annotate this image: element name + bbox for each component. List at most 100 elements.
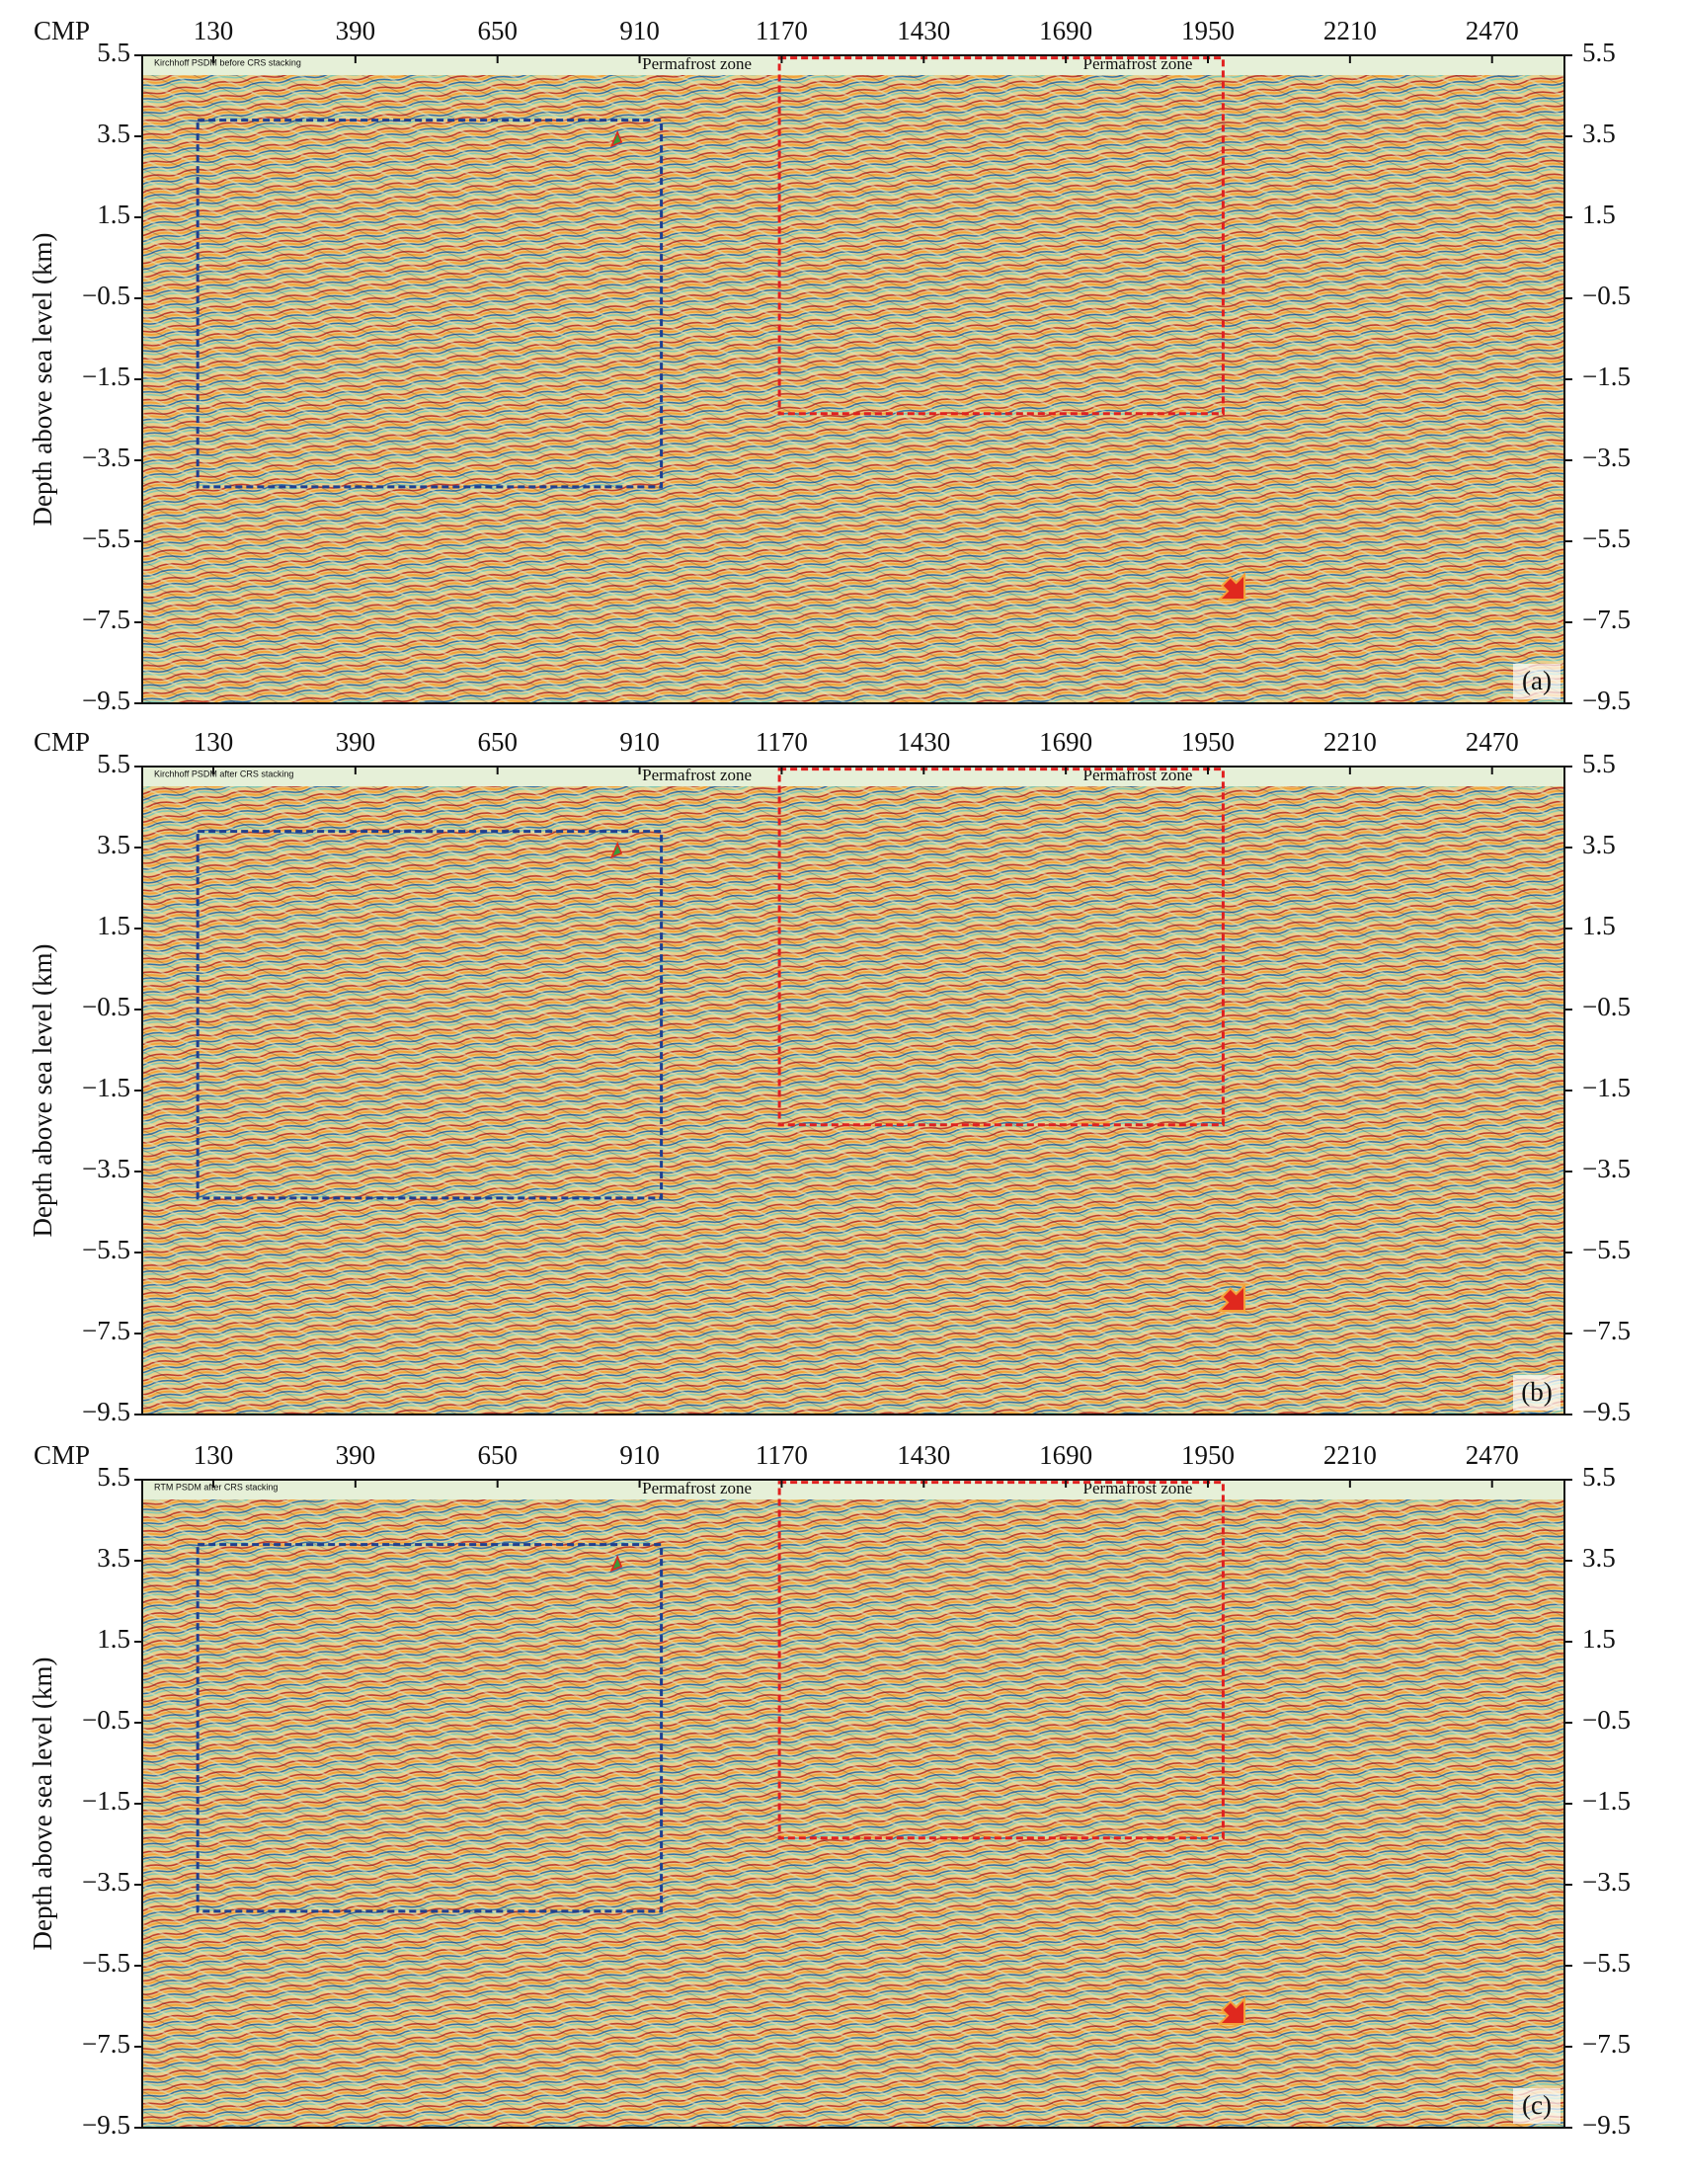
x-tick-label: 2470 xyxy=(1466,727,1519,757)
x-tick-label: 390 xyxy=(336,1440,376,1470)
x-tick-label: 650 xyxy=(477,727,518,757)
x-tick-label: 1690 xyxy=(1039,1440,1092,1470)
y-tick-label: −1.5 xyxy=(82,362,130,391)
zone-label: Permafrost zone xyxy=(642,54,752,73)
y-tick-label: −0.5 xyxy=(82,1705,130,1735)
y-tick-label: −9.5 xyxy=(82,2110,130,2140)
red-box xyxy=(777,56,1225,416)
x-tick-label: 130 xyxy=(194,1440,234,1470)
panel: RTM PSDM after CRS stacking Permafrost zo… xyxy=(28,1440,1631,2140)
panel-label: (a) xyxy=(1522,666,1552,695)
y-axis-label: Depth above sea level (km) xyxy=(28,1658,57,1951)
y-tick-label-right: −5.5 xyxy=(1582,1235,1631,1264)
y-tick-label: 5.5 xyxy=(97,1462,130,1492)
panel-title: Kirchhoff PSDM after CRS stacking xyxy=(154,768,293,778)
y-tick-label: 3.5 xyxy=(97,1543,130,1573)
y-tick-label-right: −9.5 xyxy=(1582,2110,1631,2140)
y-tick-label: −1.5 xyxy=(82,1786,130,1816)
y-tick-label-right: −9.5 xyxy=(1582,1397,1631,1426)
y-tick-label-right: 3.5 xyxy=(1582,1543,1616,1573)
red-arrow xyxy=(1217,572,1245,602)
y-tick-label: −3.5 xyxy=(82,443,130,472)
y-tick-label-right: 3.5 xyxy=(1582,830,1616,859)
y-tick-label-right: −9.5 xyxy=(1582,686,1631,715)
x-axis-label: CMP xyxy=(34,16,90,45)
x-tick-label: 1950 xyxy=(1181,1440,1235,1470)
x-tick-label: 650 xyxy=(477,16,518,45)
y-tick-label-right: 5.5 xyxy=(1582,749,1616,778)
x-tick-label: 1950 xyxy=(1181,727,1235,757)
y-tick-label: −5.5 xyxy=(82,524,130,553)
y-tick-label: 1.5 xyxy=(97,200,130,229)
y-axis-label: Depth above sea level (km) xyxy=(28,233,57,526)
panel-label-bg xyxy=(1513,2088,1561,2124)
y-tick-label-right: 1.5 xyxy=(1582,1624,1616,1654)
y-tick-label: 3.5 xyxy=(97,119,130,148)
seismic-texture xyxy=(142,55,1564,703)
y-tick-label: −3.5 xyxy=(82,1867,130,1897)
y-tick-label-right: 3.5 xyxy=(1582,119,1616,148)
blue-box xyxy=(196,119,664,489)
y-tick-label-right: −1.5 xyxy=(1582,1073,1631,1102)
y-tick-label: −3.5 xyxy=(82,1154,130,1183)
y-tick-label-right: −7.5 xyxy=(1582,2029,1631,2059)
x-tick-label: 1170 xyxy=(756,727,808,757)
y-tick-label-right: −3.5 xyxy=(1582,1154,1631,1183)
panel-label-bg xyxy=(1513,664,1561,699)
y-tick-label: −5.5 xyxy=(82,1235,130,1264)
panel-title: Kirchhoff PSDM before CRS stacking xyxy=(154,57,301,67)
red-box xyxy=(777,1481,1225,1840)
y-tick-label: −1.5 xyxy=(82,1073,130,1102)
y-tick-label: 5.5 xyxy=(97,38,130,67)
y-tick-label: −0.5 xyxy=(82,281,130,310)
y-tick-label-right: 5.5 xyxy=(1582,1462,1616,1492)
y-tick-label-right: 1.5 xyxy=(1582,911,1616,940)
x-tick-label: 1690 xyxy=(1039,16,1092,45)
blue-box xyxy=(196,830,664,1200)
x-tick-label: 910 xyxy=(619,727,660,757)
x-tick-label: 2470 xyxy=(1466,16,1519,45)
x-tick-label: 1170 xyxy=(756,1440,808,1470)
x-axis-label: CMP xyxy=(34,1440,90,1470)
panel: Kirchhoff PSDM after CRS stacking Permafr… xyxy=(28,727,1631,1426)
x-axis-label: CMP xyxy=(34,727,90,757)
panel-title: RTM PSDM after CRS stacking xyxy=(154,1482,278,1492)
y-tick-label-right: 5.5 xyxy=(1582,38,1616,67)
y-tick-label: 3.5 xyxy=(97,830,130,859)
zone-label: Permafrost zone xyxy=(642,1479,752,1497)
x-tick-label: 910 xyxy=(619,16,660,45)
x-tick-label: 1690 xyxy=(1039,727,1092,757)
x-tick-label: 390 xyxy=(336,727,376,757)
y-tick-label-right: −0.5 xyxy=(1582,1705,1631,1735)
y-tick-label: −7.5 xyxy=(82,1316,130,1345)
y-tick-label-right: −5.5 xyxy=(1582,1948,1631,1978)
zone-label: Permafrost zone xyxy=(642,766,752,784)
panel-label: (b) xyxy=(1521,1377,1552,1407)
x-tick-label: 130 xyxy=(194,16,234,45)
y-tick-label-right: −7.5 xyxy=(1582,1316,1631,1345)
x-tick-label: 130 xyxy=(194,727,234,757)
y-tick-label: −5.5 xyxy=(82,1948,130,1978)
y-tick-label-right: −1.5 xyxy=(1582,1786,1631,1816)
red-arrow xyxy=(1217,1283,1246,1313)
y-tick-label: −0.5 xyxy=(82,992,130,1021)
seismic-texture xyxy=(142,767,1564,1415)
green-marker xyxy=(609,1554,623,1573)
x-tick-label: 2210 xyxy=(1323,727,1377,757)
seismic-texture xyxy=(142,1480,1564,2128)
panel: Kirchhoff PSDM before CRS stacking Permaf… xyxy=(28,16,1631,715)
y-tick-label-right: −3.5 xyxy=(1582,1867,1631,1897)
x-tick-label: 390 xyxy=(336,16,376,45)
panel-label: (c) xyxy=(1522,2090,1552,2120)
x-tick-label: 1430 xyxy=(897,16,950,45)
y-tick-label-right: −1.5 xyxy=(1582,362,1631,391)
y-tick-label: 1.5 xyxy=(97,911,130,940)
y-tick-label: −9.5 xyxy=(82,686,130,715)
x-tick-label: 1170 xyxy=(756,16,808,45)
y-tick-label-right: −5.5 xyxy=(1582,524,1631,553)
y-tick-label: 1.5 xyxy=(97,1624,130,1654)
y-tick-label: −9.5 xyxy=(82,1397,130,1426)
panel-label-bg xyxy=(1513,1375,1561,1411)
green-marker xyxy=(609,841,623,859)
